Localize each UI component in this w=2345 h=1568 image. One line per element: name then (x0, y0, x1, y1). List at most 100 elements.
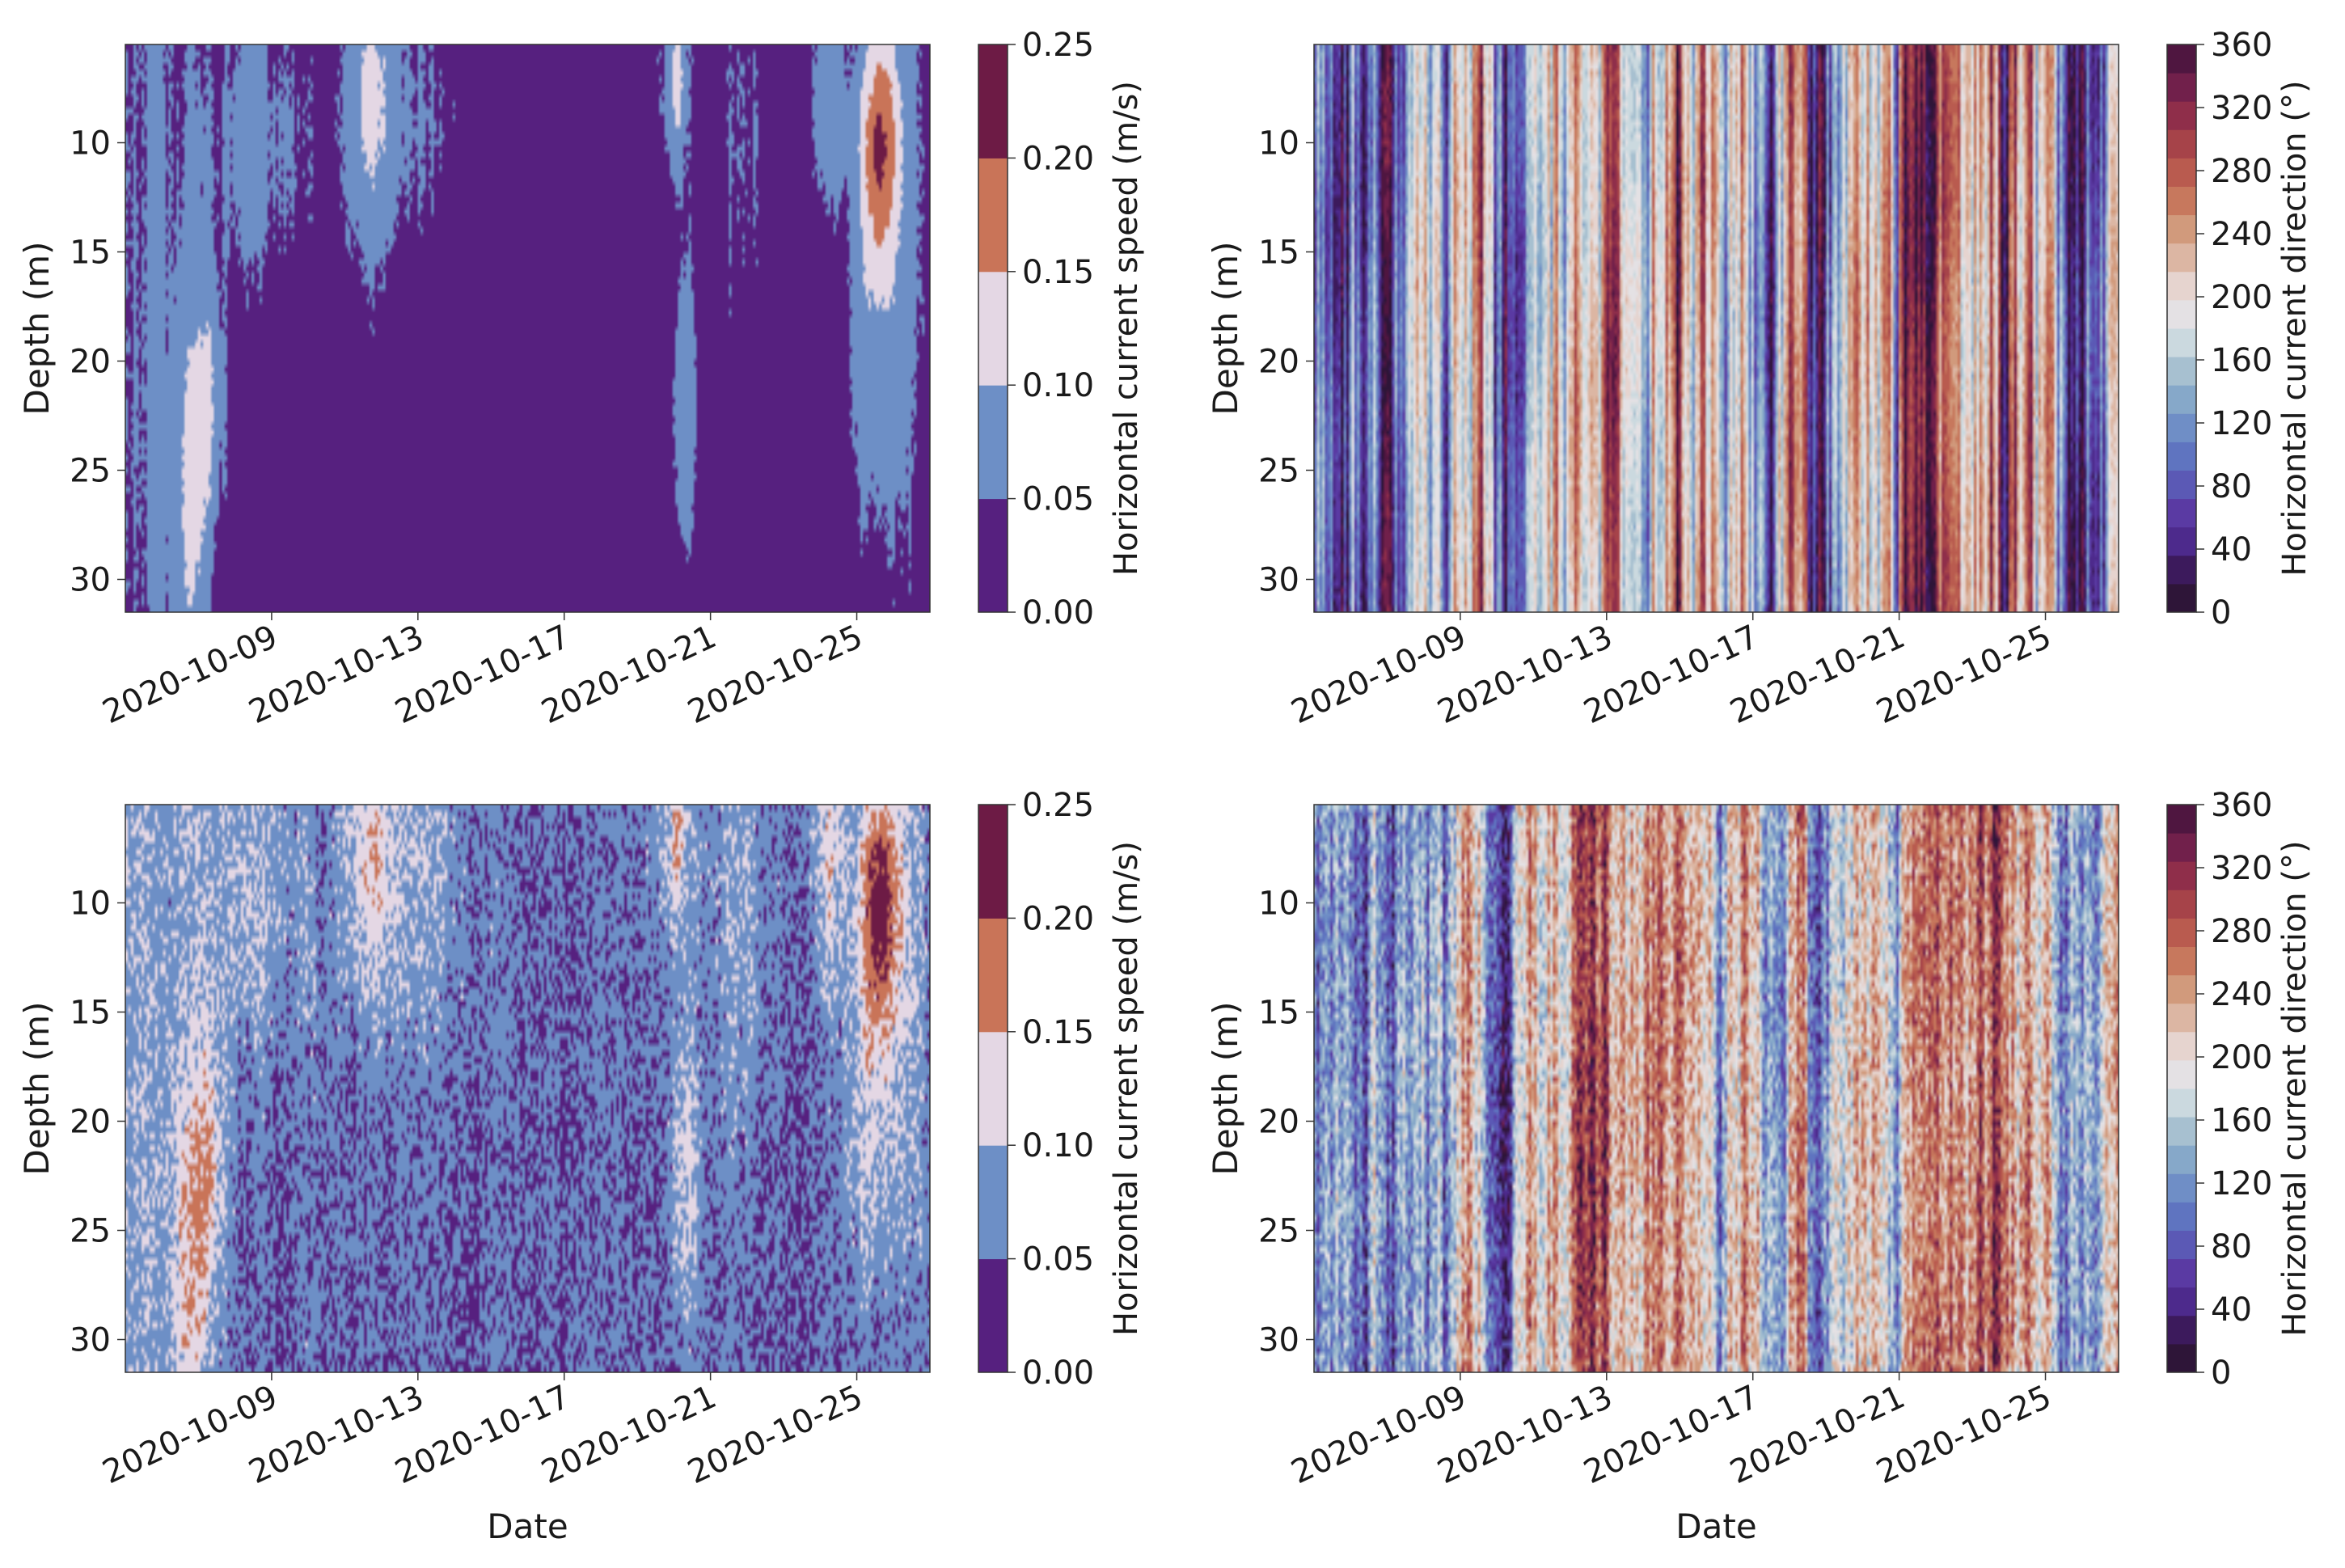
colorbar-tick-label: 280 (2211, 153, 2272, 190)
colorbar-segment (2167, 1003, 2196, 1033)
colorbar-tick-label: 40 (2211, 531, 2252, 568)
colorbar-segment (978, 44, 1008, 158)
y-tick-label: 30 (1258, 562, 1299, 599)
colorbar-segment (2167, 470, 2196, 500)
colorbar-segment (2167, 271, 2196, 301)
colorbar-segment (2167, 214, 2196, 244)
colorbar-segment (2167, 1258, 2196, 1288)
y-tick-label: 15 (1258, 995, 1299, 1032)
panel-bottom-right: 10152025302020-10-092020-10-132020-10-17… (1206, 787, 2313, 1546)
panel-top-right: 10152025302020-10-092020-10-132020-10-17… (1206, 27, 2313, 731)
y-tick-label: 25 (70, 1213, 111, 1250)
colorbar-segment (2167, 946, 2196, 976)
colorbar-segment (978, 158, 1008, 273)
colorbar-tick-label: 40 (2211, 1291, 2252, 1329)
colorbar-frame (2166, 44, 2197, 613)
colorbar-segment (2167, 890, 2196, 919)
y-tick-label: 25 (1258, 453, 1299, 490)
heatmap-image (125, 805, 930, 1372)
y-tick-label: 10 (1258, 885, 1299, 923)
y-tick-label: 20 (1258, 1104, 1299, 1141)
y-tick-label: 25 (70, 453, 111, 490)
colorbar-segment (978, 1258, 1008, 1373)
colorbar-segment (2167, 73, 2196, 102)
colorbar-segment (2167, 158, 2196, 187)
y-axis-label: Depth (m) (17, 1002, 57, 1176)
y-tick-label: 10 (70, 885, 111, 923)
y-tick-label: 20 (70, 1104, 111, 1141)
colorbar-frame (2166, 804, 2197, 1373)
colorbar-tick-label: 0.00 (1022, 594, 1094, 632)
colorbar-segment (2167, 129, 2196, 158)
x-axis-label: Date (1675, 1507, 1756, 1546)
colorbar-segment (2167, 1173, 2196, 1202)
heatmap-image (1314, 44, 2119, 612)
colorbar-segment (2167, 413, 2196, 442)
colorbar-segment (2167, 1287, 2196, 1317)
colorbar-segment (2167, 498, 2196, 528)
y-tick-label: 15 (1258, 235, 1299, 272)
y-tick-label: 10 (70, 125, 111, 163)
colorbar-tick-label: 280 (2211, 913, 2272, 950)
colorbar-tick-label: 0.05 (1022, 481, 1094, 518)
y-tick-label: 15 (70, 995, 111, 1032)
colorbar-frame (978, 44, 1008, 613)
colorbar-segment (2167, 918, 2196, 947)
plot-frame (1313, 44, 2119, 613)
colorbar-tick-label: 160 (2211, 1102, 2272, 1139)
panel-bottom-left: 10152025302020-10-092020-10-132020-10-17… (17, 787, 1145, 1546)
colorbar-tick-label: 160 (2211, 342, 2272, 379)
colorbar-tick-label: 0.10 (1022, 367, 1094, 404)
colorbar-tick-label: 0.25 (1022, 787, 1094, 824)
panel-top-left: 10152025302020-10-092020-10-132020-10-17… (17, 27, 1145, 731)
y-tick-label: 25 (1258, 1213, 1299, 1250)
colorbar-segment (2167, 1343, 2196, 1373)
y-tick-label: 10 (1258, 125, 1299, 163)
plot-frame (125, 804, 931, 1373)
colorbar-tick-label: 320 (2211, 850, 2272, 887)
y-tick-label: 20 (70, 344, 111, 381)
y-axis-label: Depth (m) (1206, 1002, 1245, 1176)
colorbar-segment (2167, 861, 2196, 890)
y-axis-label: Depth (m) (17, 242, 57, 416)
colorbar-segment (2167, 555, 2196, 585)
heatmap-image (1314, 805, 2119, 1372)
colorbar-label: Horizontal current direction (°) (2276, 840, 2313, 1336)
y-tick-label: 30 (70, 1322, 111, 1359)
colorbar-segment (2167, 328, 2196, 357)
colorbar-segment (2167, 357, 2196, 386)
colorbar-tick-label: 80 (2211, 1228, 2252, 1266)
colorbar-segment (2167, 1117, 2196, 1146)
colorbar-tick-label: 0.20 (1022, 140, 1094, 177)
colorbar-segment (2167, 1315, 2196, 1345)
x-axis-label: Date (487, 1507, 568, 1546)
colorbar-segment (2167, 1145, 2196, 1174)
colorbar-segment (2167, 186, 2196, 216)
colorbar-segment (2167, 526, 2196, 556)
plot-frame (1313, 804, 2119, 1373)
colorbar-segment (978, 1145, 1008, 1260)
colorbar-segment (2167, 1202, 2196, 1231)
colorbar-segment (2167, 805, 2196, 834)
colorbar-segment (2167, 833, 2196, 862)
colorbar-tick-label: 0.00 (1022, 1355, 1094, 1392)
plot-frame (125, 44, 931, 613)
colorbar-tick-label: 240 (2211, 216, 2272, 253)
colorbar-segment (2167, 44, 2196, 74)
colorbar-segment (2167, 1059, 2196, 1089)
colorbar-tick-label: 0.05 (1022, 1241, 1094, 1278)
colorbar-tick-label: 320 (2211, 90, 2272, 127)
colorbar-segment (2167, 583, 2196, 613)
y-axis-label: Depth (m) (1206, 242, 1245, 416)
colorbar-label: Horizontal current speed (m/s) (1108, 841, 1145, 1336)
colorbar-tick-label: 240 (2211, 976, 2272, 1013)
colorbar-tick-label: 0.15 (1022, 1014, 1094, 1051)
colorbar-segment (2167, 1031, 2196, 1061)
colorbar-tick-label: 360 (2211, 787, 2272, 824)
colorbar-segment (978, 271, 1008, 386)
colorbar-tick-label: 200 (2211, 279, 2272, 316)
colorbar-tick-label: 0 (2211, 1355, 2231, 1392)
colorbar-segment (978, 385, 1008, 500)
colorbar-tick-label: 0.15 (1022, 254, 1094, 291)
